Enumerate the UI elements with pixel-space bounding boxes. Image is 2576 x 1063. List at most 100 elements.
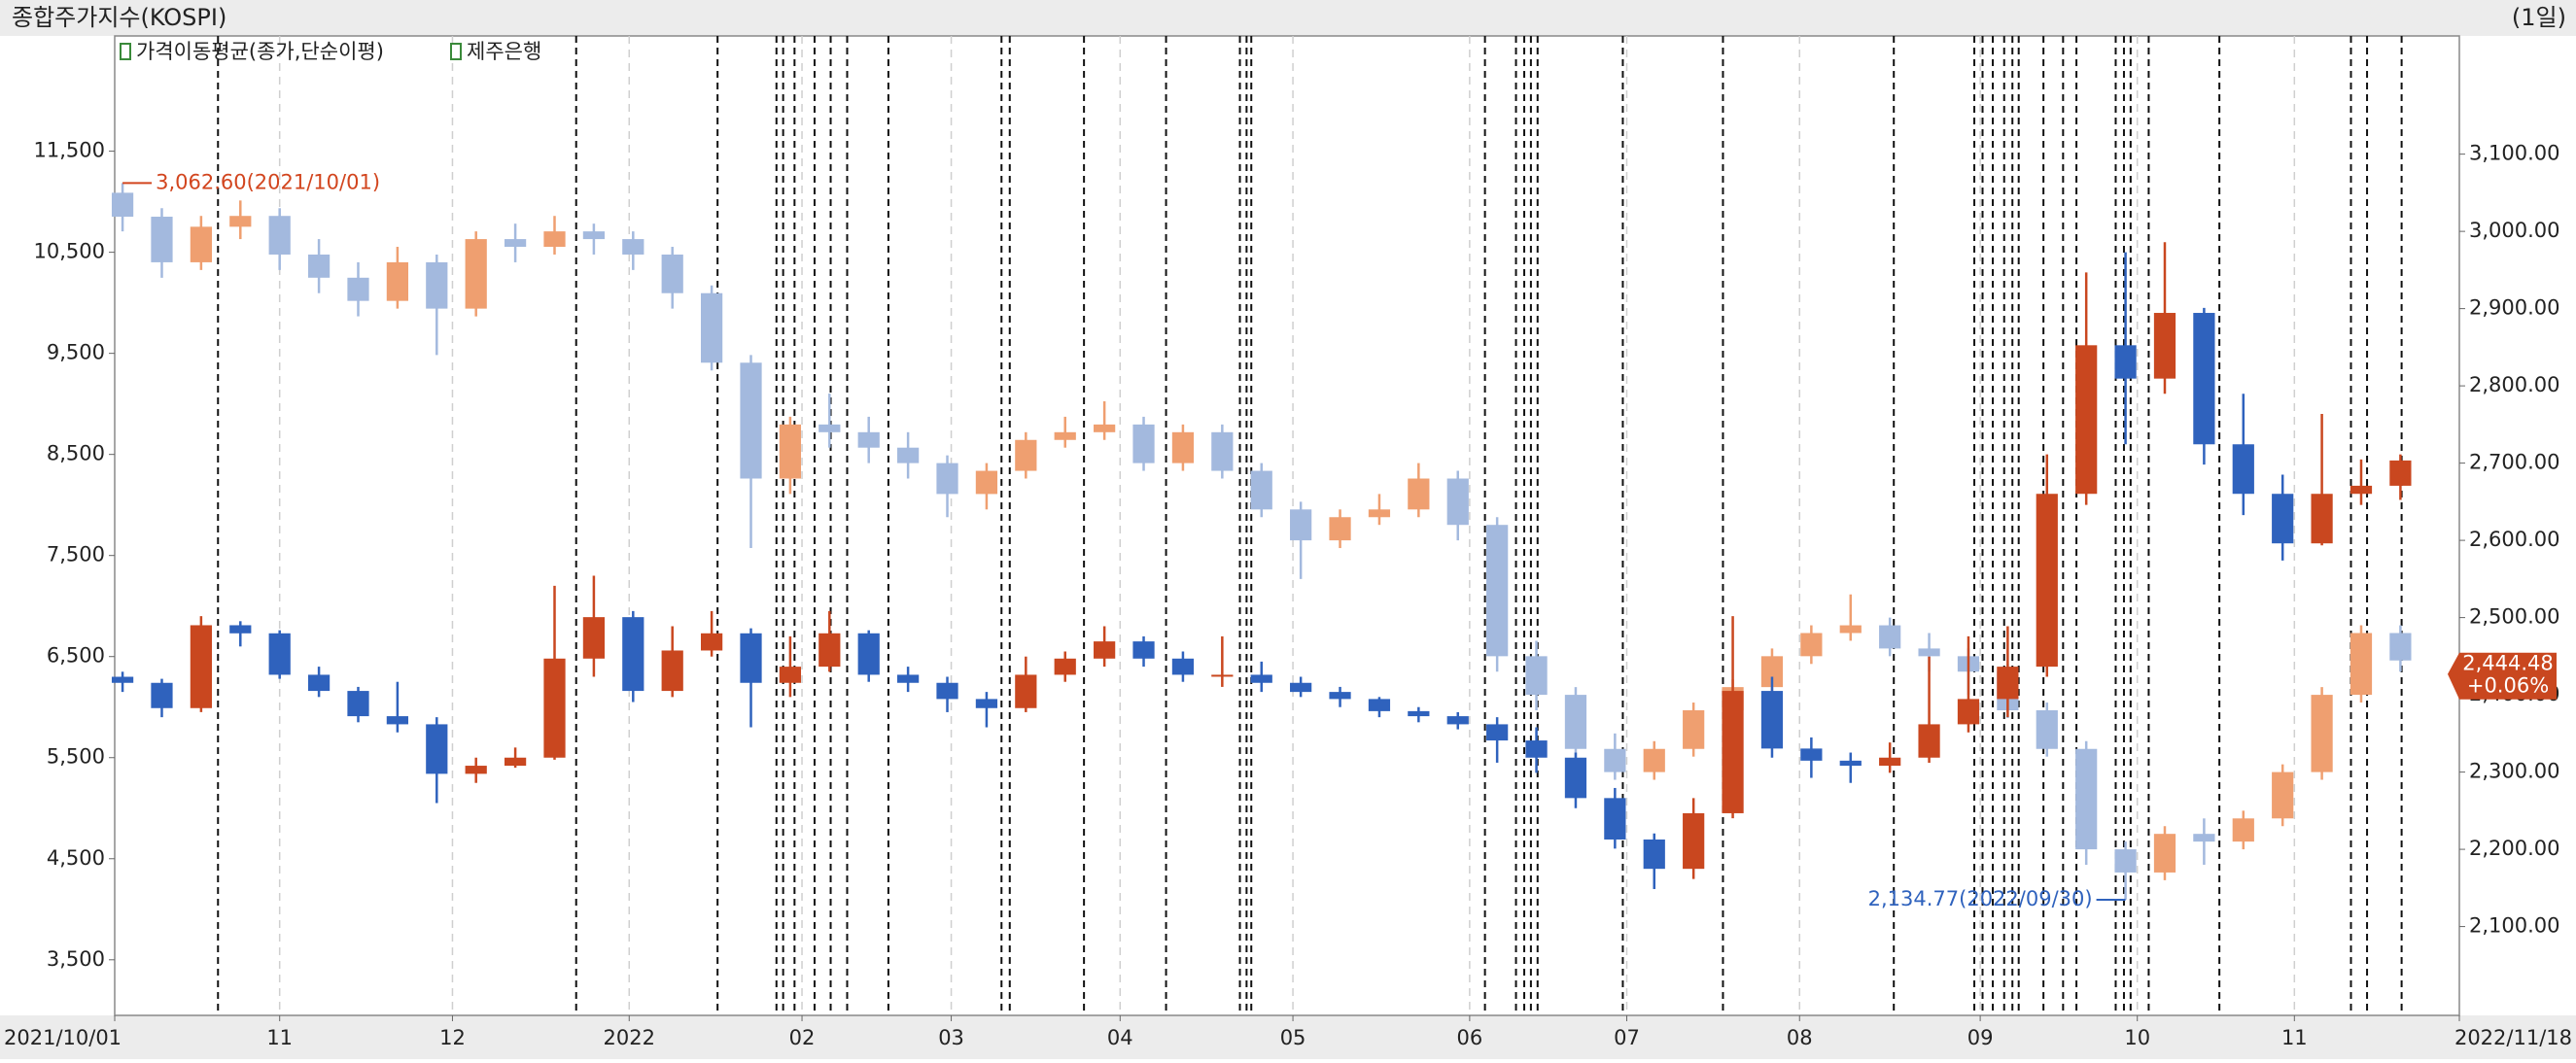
y2-tick-label: 2,900.00: [2469, 296, 2560, 320]
candle-body: [151, 217, 173, 262]
candle-body: [2311, 494, 2333, 544]
y-tick-label: 6,500: [47, 644, 105, 668]
y-tick-label: 9,500: [47, 341, 105, 364]
x-tick-label: 08: [1787, 1026, 1813, 1049]
candle-body: [2036, 709, 2058, 749]
candle-body: [2272, 494, 2294, 544]
candle-body: [897, 447, 920, 463]
candle-body: [1054, 431, 1076, 440]
candle-body: [1132, 424, 1155, 463]
candle-body: [465, 239, 487, 309]
x-tick-label: 09: [1967, 1026, 1994, 1049]
candle-body: [426, 724, 448, 774]
candle-body: [1839, 625, 1862, 634]
candle-body: [1015, 439, 1037, 471]
candle-body: [1800, 748, 1823, 761]
candle-body: [111, 676, 134, 683]
candle-body: [1643, 748, 1665, 772]
candle-body: [1446, 716, 1469, 725]
candle-body: [975, 699, 998, 708]
x-tick-label: 03: [938, 1026, 964, 1049]
x-tick-label: 2022: [604, 1026, 655, 1049]
candle-body: [701, 292, 723, 363]
candle-body: [936, 463, 958, 495]
candle-body: [2311, 695, 2333, 772]
y2-tick-label: 2,700.00: [2469, 451, 2560, 474]
x-axis-bar: [0, 1015, 2576, 1059]
candle-body: [1879, 625, 1901, 649]
candle-body: [426, 261, 448, 309]
x-tick-label: 07: [1614, 1026, 1640, 1049]
legend-entry: 제주은행: [467, 40, 541, 63]
x-tick-label: 12: [439, 1026, 466, 1049]
candle-body: [1211, 431, 1234, 471]
candle-body: [857, 633, 880, 675]
candle-body: [151, 682, 173, 708]
candle-body: [1171, 658, 1195, 675]
chart-title: 종합주가지수(KOSPI): [12, 4, 226, 31]
candle-body: [2114, 849, 2137, 873]
candle-body: [1368, 699, 1391, 711]
candle-body: [1054, 658, 1076, 675]
candle-body: [2350, 485, 2373, 495]
candle-body: [2153, 834, 2176, 873]
x-tick-label: 06: [1457, 1026, 1483, 1049]
candle-body: [2232, 818, 2254, 842]
candle-body: [1290, 682, 1312, 693]
candle-body: [2389, 460, 2412, 486]
candle-body: [190, 226, 212, 262]
candle-body: [701, 633, 723, 651]
candle-body: [582, 617, 606, 659]
candle-body: [1683, 709, 1705, 749]
y2-tick-label: 2,100.00: [2469, 914, 2560, 938]
candle-body: [386, 261, 409, 301]
candle-body: [1211, 674, 1234, 677]
x-tick-label: 10: [2124, 1026, 2150, 1049]
candle-body: [1408, 710, 1430, 717]
candle-body: [229, 216, 252, 227]
candle-body: [1368, 509, 1391, 518]
candle-body: [2350, 633, 2373, 696]
candle-body: [268, 216, 291, 255]
y2-tick-label: 2,200.00: [2469, 837, 2560, 860]
candle-body: [386, 716, 409, 725]
candle-body: [1408, 478, 1430, 510]
candle-body: [740, 362, 762, 479]
candle-body: [2272, 772, 2294, 819]
candle-body: [1722, 691, 1744, 813]
candle-body: [2114, 345, 2137, 379]
candle-body: [975, 470, 998, 495]
candle-body: [2075, 345, 2098, 495]
candle-body: [1604, 798, 1626, 840]
candle-body: [2232, 444, 2254, 495]
candle-body: [1839, 760, 1862, 767]
candle-body: [347, 277, 369, 301]
y-tick-label: 11,500: [34, 139, 105, 162]
candle-body: [1683, 812, 1705, 870]
candle-body: [1918, 648, 1940, 657]
candle-body: [1604, 748, 1626, 772]
plot-area: [114, 35, 2460, 1016]
candle-body: [465, 766, 487, 774]
y2-tick-label: 3,100.00: [2469, 142, 2560, 165]
candle-body: [2153, 313, 2176, 379]
candle-body: [1250, 470, 1272, 510]
candle-body: [1525, 656, 1548, 696]
y2-tick-label: 2,600.00: [2469, 528, 2560, 551]
legend-indicator: 가격이동평균(종가,단순이평): [136, 40, 384, 63]
candle-body: [1329, 517, 1351, 541]
y-tick-label: 4,500: [47, 846, 105, 870]
candle-body: [779, 667, 802, 683]
candle-body: [504, 757, 527, 767]
candle-body: [1290, 509, 1312, 541]
candle-body: [1486, 525, 1509, 657]
candle-body: [1132, 641, 1155, 659]
candle-body: [1643, 839, 1665, 870]
candle-body: [1760, 691, 1784, 749]
candle-body: [190, 625, 212, 708]
x-tick-label: 2021/10/01: [4, 1026, 122, 1049]
last-change-label: +0.06%: [2467, 674, 2549, 698]
candle-body: [857, 431, 880, 448]
y2-tick-label: 2,300.00: [2469, 760, 2560, 783]
y-tick-label: 10,500: [34, 240, 105, 263]
